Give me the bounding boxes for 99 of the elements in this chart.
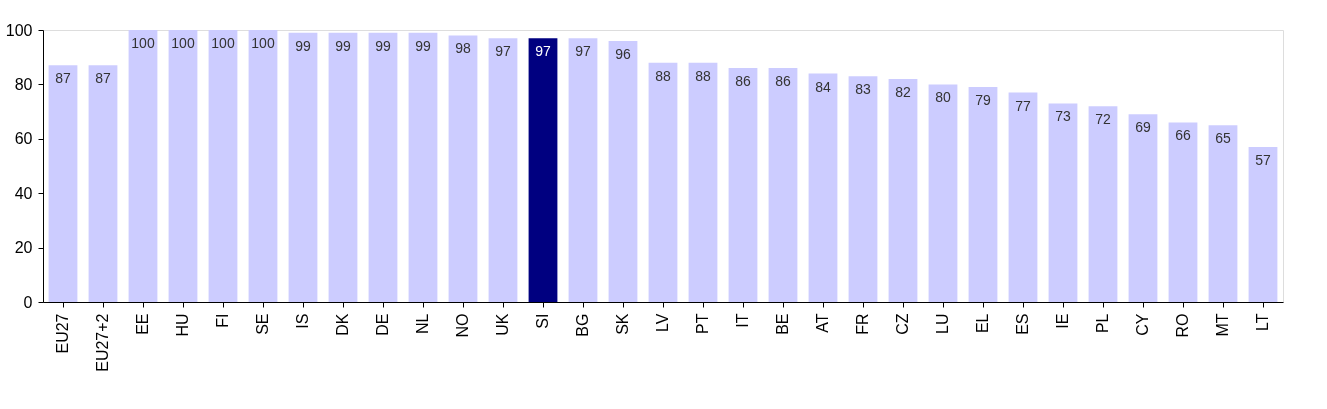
x-tick-label: CZ xyxy=(894,313,911,335)
data-label: 99 xyxy=(415,37,431,54)
bar xyxy=(48,65,78,302)
data-label: 80 xyxy=(935,89,951,106)
bar xyxy=(1008,92,1038,302)
x-tick-label: ES xyxy=(1014,313,1031,335)
bar xyxy=(288,32,318,302)
x-tick-label: EU27+2 xyxy=(94,313,111,372)
data-label: 100 xyxy=(131,35,155,51)
x-tick-label: SE xyxy=(254,313,271,335)
bar xyxy=(728,68,758,302)
bar xyxy=(488,38,518,302)
data-label: 88 xyxy=(695,67,711,84)
bar xyxy=(1208,125,1238,302)
bar xyxy=(568,38,598,302)
x-tick-label: AT xyxy=(814,313,831,333)
data-label: 96 xyxy=(615,45,631,62)
bar xyxy=(88,65,118,302)
bar xyxy=(688,62,718,302)
data-label: 86 xyxy=(735,73,751,90)
x-tick-label: LU xyxy=(934,313,951,334)
data-label: 73 xyxy=(1055,108,1071,125)
bar xyxy=(368,32,398,302)
x-tick-label: MT xyxy=(1214,313,1231,337)
data-label: 100 xyxy=(211,35,235,51)
y-tick-label: 20 xyxy=(14,239,33,257)
data-label: 97 xyxy=(575,43,591,60)
bar xyxy=(608,40,638,302)
x-tick-label: NL xyxy=(414,313,431,334)
bar xyxy=(648,62,678,302)
data-label: 99 xyxy=(335,37,351,54)
y-tick-label: 100 xyxy=(5,21,33,39)
data-label: 97 xyxy=(495,43,511,60)
data-label: 72 xyxy=(1095,111,1111,128)
x-tick-label: IS xyxy=(294,313,311,329)
data-label: 83 xyxy=(855,81,871,98)
bar xyxy=(1048,103,1078,302)
data-label: 98 xyxy=(455,40,471,57)
x-tick-label: PT xyxy=(694,313,711,334)
x-tick-label: NO xyxy=(454,313,471,338)
data-label: 79 xyxy=(975,92,991,109)
bar xyxy=(928,84,958,302)
data-label: 57 xyxy=(1255,151,1271,168)
x-tick-label: EU27 xyxy=(54,313,71,354)
data-label: 99 xyxy=(375,37,391,54)
x-tick-label: IE xyxy=(1054,313,1071,329)
y-tick-label: 80 xyxy=(14,75,33,93)
data-label: 65 xyxy=(1215,130,1231,147)
x-tick-label: FI xyxy=(214,313,231,328)
x-tick-label: PL xyxy=(1094,313,1111,334)
data-label: 87 xyxy=(55,70,71,87)
bar xyxy=(328,32,358,302)
x-tick-label: RO xyxy=(1174,313,1191,338)
bar xyxy=(528,38,558,302)
bar xyxy=(448,35,478,302)
data-label: 84 xyxy=(815,78,831,95)
bar xyxy=(408,32,438,302)
bar xyxy=(888,78,918,302)
data-label: 88 xyxy=(655,67,671,84)
data-label: 99 xyxy=(295,37,311,54)
x-tick-label: DE xyxy=(374,313,391,336)
x-tick-label: LT xyxy=(1254,313,1271,331)
bar xyxy=(768,68,798,302)
y-tick-label: 0 xyxy=(23,293,33,311)
x-tick-label: BE xyxy=(774,313,791,335)
x-tick-label: FR xyxy=(854,313,871,335)
bar xyxy=(1088,106,1118,302)
x-tick-label: UK xyxy=(494,313,511,336)
data-label: 66 xyxy=(1175,127,1191,144)
x-tick-label: DK xyxy=(334,313,351,336)
x-tick-label: EL xyxy=(974,313,991,334)
bar xyxy=(968,87,998,302)
bar xyxy=(208,30,238,302)
data-label: 87 xyxy=(95,70,111,87)
x-tick-label: SK xyxy=(614,313,631,335)
bar xyxy=(1128,114,1158,302)
bar xyxy=(1168,122,1198,302)
bar xyxy=(808,73,838,302)
x-tick-label: IT xyxy=(734,313,751,328)
data-label: 100 xyxy=(251,35,275,51)
y-tick-label: 60 xyxy=(14,130,33,148)
data-label: 69 xyxy=(1135,119,1151,136)
bar xyxy=(168,30,198,302)
bar xyxy=(128,30,158,302)
bar xyxy=(848,76,878,302)
data-label: 86 xyxy=(775,73,791,90)
data-label: 77 xyxy=(1015,97,1031,114)
bar xyxy=(1248,146,1278,302)
data-label: 82 xyxy=(895,83,911,100)
bar xyxy=(248,30,278,302)
x-tick-label: BG xyxy=(574,313,591,337)
x-tick-label: CY xyxy=(1134,313,1151,336)
data-label: 100 xyxy=(171,35,195,51)
x-tick-label: EE xyxy=(134,313,151,335)
x-tick-label: LV xyxy=(654,313,671,332)
x-tick-label: HU xyxy=(174,313,191,337)
x-tick-label: SI xyxy=(534,313,551,329)
data-label: 97 xyxy=(535,43,551,60)
y-tick-label: 40 xyxy=(14,184,33,202)
